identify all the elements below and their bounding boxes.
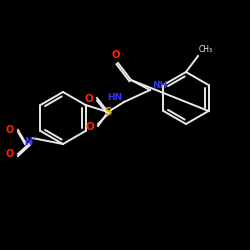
- Text: O: O: [84, 94, 93, 104]
- Text: NH: NH: [152, 80, 167, 90]
- Text: O: O: [85, 122, 94, 132]
- Text: N: N: [24, 137, 32, 147]
- Text: O: O: [112, 50, 120, 60]
- Text: HN: HN: [107, 92, 122, 102]
- Text: CH₃: CH₃: [199, 45, 213, 54]
- Text: ⁻: ⁻: [17, 130, 21, 138]
- Text: S: S: [104, 107, 112, 117]
- Text: O: O: [6, 149, 14, 159]
- Text: +: +: [31, 135, 37, 141]
- Text: O: O: [6, 125, 14, 135]
